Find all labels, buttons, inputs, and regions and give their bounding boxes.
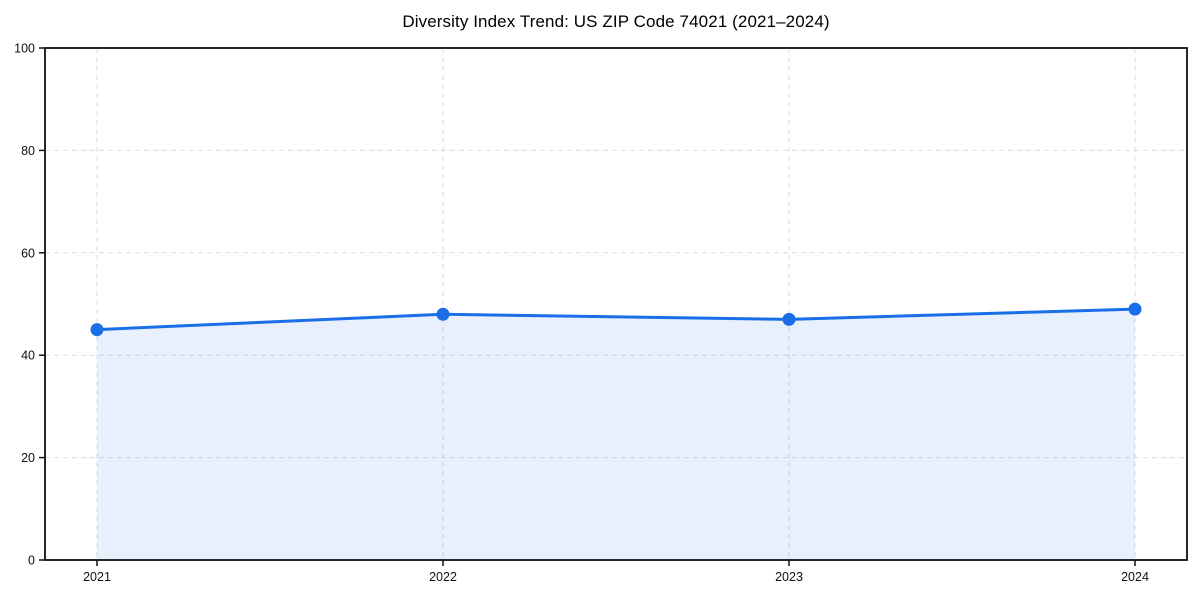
- x-tick-label: 2024: [1121, 570, 1149, 584]
- y-tick-label: 60: [21, 246, 35, 260]
- x-tick-label: 2022: [429, 570, 457, 584]
- y-tick-label: 100: [14, 42, 35, 56]
- data-point-2023: [782, 312, 796, 326]
- plot-border: [44, 47, 1188, 561]
- chart-title: Diversity Index Trend: US ZIP Code 74021…: [402, 12, 830, 31]
- data-point-2021: [90, 323, 104, 337]
- y-tick-label: 80: [21, 144, 35, 158]
- y-tick-label: 40: [21, 349, 35, 363]
- y-tick-label: 20: [21, 451, 35, 465]
- x-tick-label: 2021: [83, 570, 111, 584]
- data-point-2024: [1128, 302, 1142, 316]
- area-fill: [97, 309, 1135, 560]
- data-point-2022: [436, 307, 450, 321]
- x-tick-label: 2023: [775, 570, 803, 584]
- trend-line: [95, 307, 1137, 332]
- y-tick-label: 0: [28, 554, 35, 568]
